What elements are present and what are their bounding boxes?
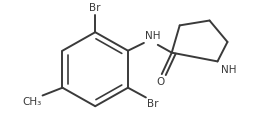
Text: NH: NH — [145, 31, 160, 41]
Text: Br: Br — [90, 3, 101, 13]
Text: Br: Br — [147, 99, 158, 109]
Text: CH₃: CH₃ — [22, 97, 42, 107]
Text: NH: NH — [222, 65, 237, 75]
Text: O: O — [157, 77, 165, 87]
